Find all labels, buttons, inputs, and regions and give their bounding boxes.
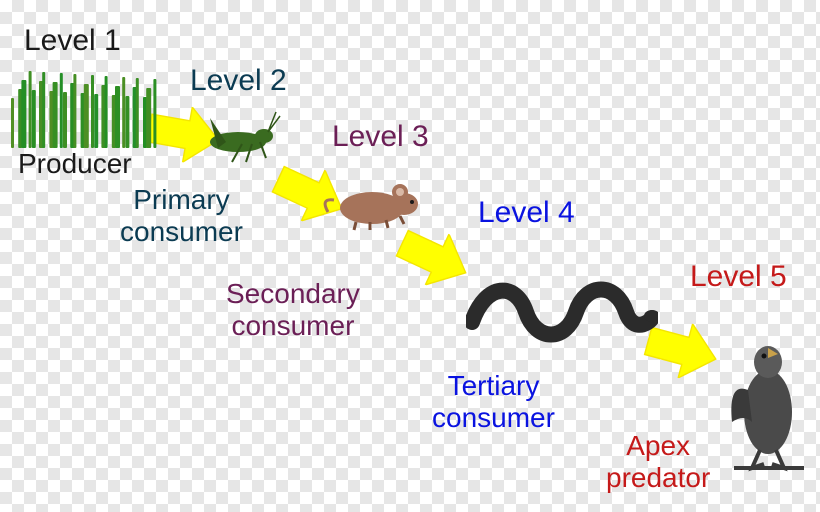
level-label-1: Level 1	[24, 24, 121, 59]
level-label-5: Level 5	[690, 260, 787, 295]
organism-mouse	[320, 168, 428, 232]
role-label-5: Apexpredator	[606, 430, 710, 494]
role-label-1: Producer	[18, 148, 132, 180]
organism-snake	[466, 262, 658, 350]
level-label-4: Level 4	[478, 196, 575, 231]
organism-grass	[10, 62, 160, 148]
role-label-2: Primaryconsumer	[120, 184, 243, 248]
role-label-3: Secondaryconsumer	[226, 278, 360, 342]
level-label-2: Level 2	[190, 64, 287, 99]
role-label-4: Tertiaryconsumer	[432, 370, 555, 434]
arrow-level3-to-level4	[398, 230, 470, 286]
level-label-3: Level 3	[332, 120, 429, 155]
organism-hawk	[724, 322, 812, 472]
organism-grasshopper	[198, 104, 284, 166]
